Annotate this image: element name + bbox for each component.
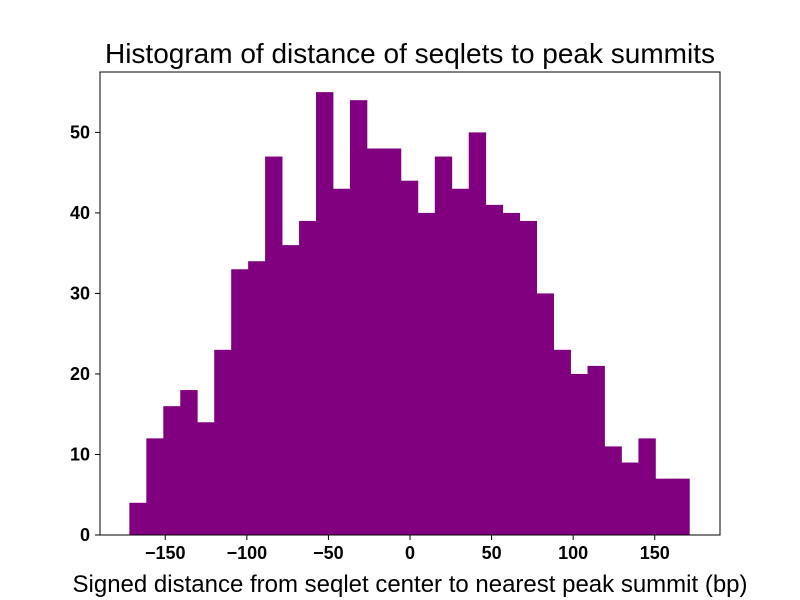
x-tick-label: −100: [227, 543, 268, 563]
y-tick-label: 30: [70, 283, 90, 303]
histogram-bar: [672, 478, 690, 535]
histogram-bar: [485, 204, 504, 535]
histogram-bar: [655, 478, 673, 535]
y-tick-label: 10: [70, 444, 90, 464]
histogram-bar: [400, 180, 419, 535]
x-tick-label: 100: [558, 543, 588, 563]
histogram-bar: [502, 212, 521, 536]
histogram-bar: [604, 446, 622, 535]
histogram-bar: [332, 188, 351, 535]
x-tick-label: −50: [313, 543, 344, 563]
histogram-bar: [163, 406, 181, 535]
x-tick-label: 150: [640, 543, 670, 563]
histogram-bar: [553, 349, 571, 535]
bars-group: [129, 92, 690, 536]
histogram-bar: [519, 220, 538, 535]
chart-title: Histogram of distance of seqlets to peak…: [105, 38, 715, 69]
y-axis-ticks: 0 10 20 30 40 50: [70, 122, 100, 545]
histogram-bar: [468, 132, 487, 536]
y-tick-label: 50: [70, 122, 90, 142]
histogram-bar: [451, 188, 470, 535]
histogram-bar: [349, 100, 368, 535]
x-tick-label: 0: [405, 543, 415, 563]
histogram-bar: [282, 245, 300, 535]
histogram-bar: [129, 502, 147, 535]
x-axis-label: Signed distance from seqlet center to ne…: [73, 571, 748, 598]
y-tick-label: 40: [70, 203, 90, 223]
histogram-bar: [417, 212, 436, 536]
histogram-bar: [536, 293, 554, 535]
histogram-bar: [146, 438, 164, 535]
x-tick-label: −150: [145, 543, 186, 563]
histogram-bar: [570, 373, 588, 535]
histogram-bar: [383, 148, 402, 535]
histogram-bar: [434, 156, 453, 535]
x-axis-ticks: −150 −100 −50 0 50 100 150: [145, 535, 670, 563]
histogram-bar: [265, 156, 283, 535]
histogram-bar: [248, 261, 266, 535]
histogram-bar: [316, 92, 334, 535]
histogram-bar: [621, 462, 639, 535]
histogram-bar: [231, 269, 249, 535]
histogram-bar: [180, 390, 198, 535]
histogram-bar: [299, 220, 317, 535]
y-tick-label: 0: [80, 525, 90, 545]
histogram-bar: [214, 349, 232, 535]
x-tick-label: 50: [482, 543, 502, 563]
histogram-bar: [197, 422, 215, 535]
histogram-bar: [638, 438, 656, 535]
histogram-bar: [366, 148, 385, 535]
y-tick-label: 20: [70, 364, 90, 384]
histogram-bar: [587, 365, 605, 535]
